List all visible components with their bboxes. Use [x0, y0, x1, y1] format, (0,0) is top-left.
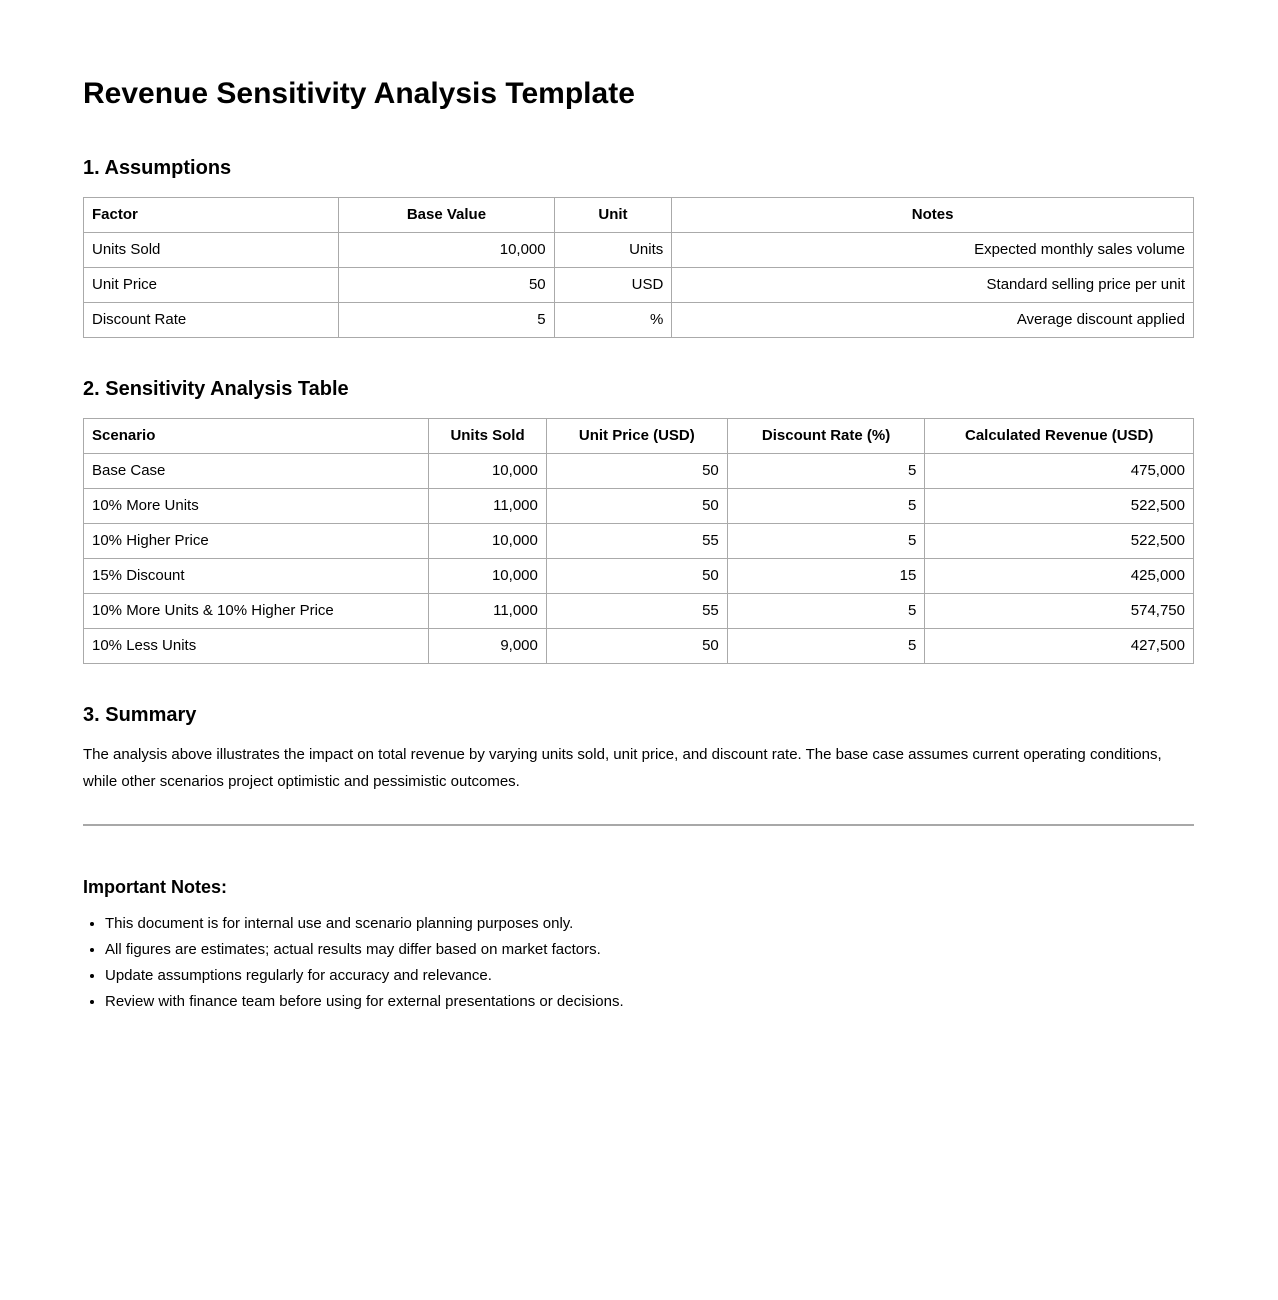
table-cell: 522,500 — [924, 488, 1194, 524]
table-cell: Standard selling price per unit — [671, 267, 1194, 303]
table-cell: Expected monthly sales volume — [671, 232, 1194, 268]
table-row: 15% Discount 10,000 50 15 425,000 — [82, 558, 1194, 594]
table-cell: 55 — [545, 523, 728, 559]
table-row: 10% More Units & 10% Higher Price 11,000 5… — [82, 593, 1194, 629]
section-divider — [83, 824, 1194, 826]
sensitivity-table: Scenario Units Sold Unit Price (USD) Discou… — [82, 418, 1194, 664]
assumptions-table: Factor Base Value Unit Notes Units Sold 10,0… — [82, 197, 1194, 338]
table-cell: 522,500 — [924, 523, 1194, 559]
note-item: Review with finance team before using fo… — [105, 989, 1194, 1015]
column-header: Unit Price (USD) — [545, 418, 728, 454]
table-cell: 15% Discount — [82, 558, 430, 594]
note-item: This document is for internal use and sc… — [105, 911, 1194, 937]
table-row: Unit Price 50 USD Standard selling price pe… — [82, 267, 1194, 303]
table-cell: Average discount applied — [671, 302, 1194, 338]
table-cell: Units — [553, 232, 673, 268]
table-row: Base Case 10,000 50 5 475,000 — [82, 453, 1194, 489]
table-cell: Discount Rate — [82, 302, 340, 338]
table-cell: 50 — [545, 488, 728, 524]
table-cell: 10% Higher Price — [82, 523, 430, 559]
table-cell: 425,000 — [924, 558, 1194, 594]
assumptions-table-body: Units Sold 10,000 Units Expected monthly sa… — [82, 232, 1194, 338]
column-header: Factor — [82, 197, 340, 233]
table-cell: 574,750 — [924, 593, 1194, 629]
sensitivity-header-row: Scenario Units Sold Unit Price (USD) Discou… — [82, 418, 1194, 454]
table-cell: 5 — [726, 593, 926, 629]
column-header: Base Value — [338, 197, 555, 233]
table-cell: 5 — [726, 628, 926, 664]
summary-heading: 3. Summary — [83, 704, 197, 726]
table-cell: 9,000 — [428, 628, 547, 664]
column-header: Calculated Revenue (USD) — [924, 418, 1194, 454]
column-header: Discount Rate (%) — [726, 418, 926, 454]
table-cell: 427,500 — [924, 628, 1194, 664]
table-row: 10% Less Units 9,000 50 5 427,500 — [82, 628, 1194, 664]
table-cell: 15 — [726, 558, 926, 594]
assumptions-header-row: Factor Base Value Unit Notes — [82, 197, 1194, 233]
table-cell: 10,000 — [428, 453, 547, 489]
table-cell: 10,000 — [428, 558, 547, 594]
sensitivity-heading: 2. Sensitivity Analysis Table — [83, 378, 349, 400]
table-cell: 50 — [338, 267, 555, 303]
table-row: Discount Rate 5% Average discount applied — [82, 302, 1194, 338]
table-cell: 50 — [545, 628, 728, 664]
table-cell: 5 — [338, 302, 555, 338]
important-notes-list: This document is for internal use and sc… — [83, 911, 1194, 1015]
note-item: Update assumptions regularly for accurac… — [105, 963, 1194, 989]
table-cell: 10% More Units — [82, 488, 430, 524]
assumptions-heading: 1. Assumptions — [83, 157, 232, 179]
table-cell: Unit Price — [82, 267, 340, 303]
table-cell: USD — [553, 267, 673, 303]
summary-paragraph: The analysis above illustrates the impac… — [83, 746, 1162, 790]
sensitivity-table-body: Base Case 10,000 50 5 475,000 10% More Units 1… — [82, 453, 1194, 664]
table-cell: 5 — [726, 488, 926, 524]
table-cell: Units Sold — [82, 232, 340, 268]
column-header: Notes — [671, 197, 1194, 233]
table-row: Units Sold 10,000 Units Expected monthly sa… — [82, 232, 1194, 268]
column-header: Units Sold — [428, 418, 547, 454]
table-cell: 10% Less Units — [82, 628, 430, 664]
table-cell: 475,000 — [924, 453, 1194, 489]
table-cell: 11,000 — [428, 488, 547, 524]
table-cell: 50 — [545, 558, 728, 594]
table-cell: % — [553, 302, 673, 338]
table-cell: 5 — [726, 453, 926, 489]
table-row: 10% Higher Price 10,000 55 5 522,500 — [82, 523, 1194, 559]
table-cell: 10,000 — [338, 232, 555, 268]
table-cell: 50 — [545, 453, 728, 489]
table-cell: 10,000 — [428, 523, 547, 559]
table-cell: 5 — [726, 523, 926, 559]
table-cell: 55 — [545, 593, 728, 629]
column-header: Unit — [553, 197, 673, 233]
important-notes-heading: Important Notes: — [83, 877, 227, 897]
column-header: Scenario — [82, 418, 430, 454]
table-row: 10% More Units 11,000 50 5 522,500 — [82, 488, 1194, 524]
note-item: All figures are estimates; actual result… — [105, 937, 1194, 963]
page-title: Revenue Sensitivity Analysis Template — [83, 77, 635, 110]
table-cell: 10% More Units & 10% Higher Price — [82, 593, 430, 629]
table-cell: Base Case — [82, 453, 430, 489]
table-cell: 11,000 — [428, 593, 547, 629]
